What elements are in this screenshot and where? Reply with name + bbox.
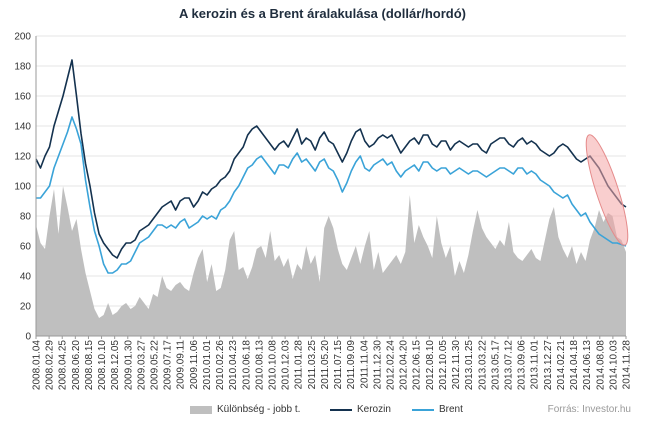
legend-kerozin-swatch bbox=[330, 408, 352, 411]
legend-kerozin: Kerozin bbox=[330, 404, 391, 415]
x-tick-label: 2010.10.08 bbox=[268, 340, 279, 390]
legend-difference-swatch bbox=[190, 405, 212, 414]
price-lines-layer bbox=[35, 59, 627, 274]
x-tick-label: 2009.09.11 bbox=[176, 340, 187, 390]
x-tick-label: 2009.01.30 bbox=[123, 340, 134, 390]
y-tick-label: 20 bbox=[20, 302, 32, 313]
x-tick-label: 2011.03.25 bbox=[307, 340, 318, 390]
x-tick-label: 2013.09.06 bbox=[517, 340, 528, 390]
legend-brent-label: Brent bbox=[439, 404, 463, 415]
difference-area-layer bbox=[36, 186, 626, 336]
x-tick-label: 2013.11.01 bbox=[530, 340, 541, 390]
y-tick-label: 60 bbox=[20, 242, 32, 253]
y-tick-label: 200 bbox=[14, 32, 31, 43]
legend-difference: Különbség - jobb t. bbox=[190, 404, 300, 415]
x-tick-label: 2010.04.23 bbox=[228, 340, 239, 390]
x-tick-label: 2013.12.27 bbox=[543, 340, 554, 390]
x-tick-label: 2012.08.10 bbox=[425, 340, 436, 390]
legend-brent-swatch bbox=[412, 408, 434, 411]
series-area-difference bbox=[36, 186, 626, 336]
chart-title: A kerozin és a Brent áralakulása (dollár… bbox=[178, 6, 467, 21]
legend-difference-label: Különbség - jobb t. bbox=[217, 404, 301, 415]
x-axis-ticks: 2008.01.04 2008.02.29 2008.04.25 2008.06.20… bbox=[32, 336, 633, 390]
series-line-kerozin bbox=[35, 59, 627, 259]
x-tick-label: 2011.05.20 bbox=[320, 340, 331, 390]
x-tick-label: 2013.07.12 bbox=[504, 340, 515, 390]
x-tick-label: 2014.02.21 bbox=[556, 340, 567, 390]
x-tick-label: 2009.11.06 bbox=[189, 340, 200, 390]
x-tick-label: 2008.12.05 bbox=[110, 340, 121, 390]
x-tick-label: 2009.07.17 bbox=[163, 340, 174, 390]
x-tick-label: 2013.01.25 bbox=[464, 340, 475, 390]
x-tick-label: 2014.10.03 bbox=[608, 340, 619, 390]
y-axis-ticks: 0 20 40 60 80 100 120 140 160 180 200 bbox=[14, 32, 31, 343]
series-line-brent bbox=[36, 116, 627, 274]
x-tick-label: 2010.02.26 bbox=[215, 340, 226, 390]
x-tick-label: 2010.08.13 bbox=[254, 340, 265, 390]
x-tick-label: 2011.12.30 bbox=[372, 340, 383, 390]
x-tick-label: 2008.10.10 bbox=[97, 340, 108, 390]
x-tick-label: 2011.01.28 bbox=[294, 340, 305, 390]
legend-brent: Brent bbox=[412, 404, 463, 415]
x-tick-label: 2010.12.03 bbox=[281, 340, 292, 390]
legend-kerozin-label: Kerozin bbox=[357, 404, 391, 415]
highlight-ellipse bbox=[585, 134, 629, 246]
y-tick-label: 120 bbox=[14, 152, 31, 163]
x-tick-label: 2009.03.27 bbox=[136, 340, 147, 390]
x-tick-label: 2014.04.18 bbox=[569, 340, 580, 390]
x-tick-label: 2014.06.13 bbox=[582, 340, 593, 390]
x-tick-label: 2011.09.09 bbox=[346, 340, 357, 390]
x-tick-label: 2012.04.20 bbox=[399, 340, 410, 390]
x-tick-label: 2014.08.08 bbox=[595, 340, 606, 390]
x-tick-label: 2010.06.18 bbox=[241, 340, 252, 390]
y-tick-label: 140 bbox=[14, 122, 31, 133]
y-tick-label: 180 bbox=[14, 62, 31, 73]
x-tick-label: 2014.11.28 bbox=[622, 340, 633, 390]
chart-axes bbox=[35, 36, 626, 337]
x-tick-label: 2008.04.25 bbox=[58, 340, 69, 390]
source-note: Forrás: Investor.hu bbox=[547, 404, 631, 415]
x-tick-label: 2013.05.17 bbox=[490, 340, 501, 390]
y-tick-label: 40 bbox=[20, 272, 32, 283]
x-tick-label: 2011.11.04 bbox=[359, 340, 370, 389]
x-tick-label: 2009.05.22 bbox=[150, 340, 161, 390]
x-tick-label: 2012.02.24 bbox=[386, 340, 397, 390]
x-tick-label: 2012.11.30 bbox=[451, 340, 462, 390]
x-tick-label: 2008.08.15 bbox=[84, 340, 95, 390]
x-tick-label: 2010.01.01 bbox=[202, 340, 213, 390]
x-tick-label: 2008.02.29 bbox=[45, 340, 56, 390]
x-tick-label: 2013.03.22 bbox=[477, 340, 488, 390]
x-tick-label: 2012.10.05 bbox=[438, 340, 449, 390]
x-tick-label: 2011.07.15 bbox=[333, 340, 344, 390]
x-tick-label: 2012.06.15 bbox=[412, 340, 423, 390]
y-tick-label: 100 bbox=[14, 182, 31, 193]
y-tick-label: 0 bbox=[25, 332, 31, 343]
x-tick-label: 2008.01.04 bbox=[32, 340, 43, 390]
y-tick-label: 80 bbox=[20, 212, 32, 223]
x-tick-label: 2008.06.20 bbox=[71, 340, 82, 390]
y-tick-label: 160 bbox=[14, 92, 31, 103]
